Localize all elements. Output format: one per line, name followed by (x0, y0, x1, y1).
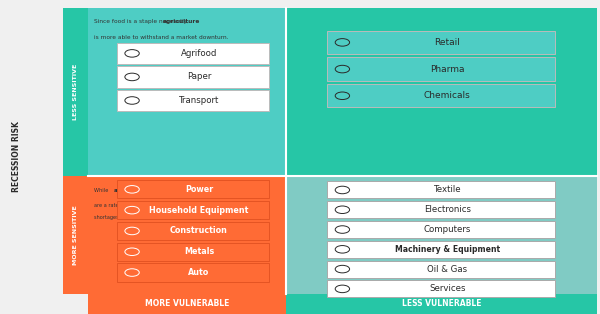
FancyBboxPatch shape (328, 84, 555, 107)
Bar (63, 176, 88, 294)
FancyBboxPatch shape (117, 66, 269, 88)
Text: are a rate-sensitive sector, materials and labor: are a rate-sensitive sector, materials a… (94, 203, 212, 208)
Text: Household Equipment: Household Equipment (149, 206, 248, 215)
Text: Transport: Transport (179, 96, 219, 105)
Text: RECESSION RISK: RECESSION RISK (12, 122, 22, 192)
FancyBboxPatch shape (117, 43, 269, 64)
FancyBboxPatch shape (328, 261, 555, 278)
Bar (63, 8, 88, 176)
FancyBboxPatch shape (328, 221, 555, 238)
Text: shortages have bolstered the sector as the industry plays catch-up.: shortages have bolstered the sector as t… (94, 215, 265, 220)
Text: Auto: Auto (188, 268, 209, 277)
FancyBboxPatch shape (117, 263, 269, 282)
Text: Services: Services (429, 284, 466, 293)
Bar (88, 8, 286, 176)
Text: MORE VULNERABLE: MORE VULNERABLE (145, 299, 229, 308)
Text: Electronics: Electronics (424, 205, 471, 214)
FancyBboxPatch shape (117, 222, 269, 240)
FancyBboxPatch shape (328, 280, 555, 297)
Text: While: While (94, 188, 110, 193)
Text: MORE SENSITIVE: MORE SENSITIVE (73, 205, 78, 265)
Bar (286, 176, 597, 294)
FancyBboxPatch shape (117, 90, 269, 111)
Bar (88, 294, 286, 314)
Bar (286, 8, 597, 176)
Text: Construction: Construction (170, 226, 228, 236)
FancyBboxPatch shape (328, 57, 555, 81)
Text: is more able to withstand a market downturn.: is more able to withstand a market downt… (94, 35, 229, 40)
Text: Since food is a staple necessity,: Since food is a staple necessity, (94, 19, 191, 24)
FancyBboxPatch shape (117, 180, 269, 198)
FancyBboxPatch shape (328, 181, 555, 198)
Text: LESS SENSITIVE: LESS SENSITIVE (73, 64, 78, 120)
FancyBboxPatch shape (117, 201, 269, 219)
FancyBboxPatch shape (328, 241, 555, 258)
FancyBboxPatch shape (328, 201, 555, 218)
Text: Paper: Paper (187, 73, 211, 81)
Text: Agrifood: Agrifood (181, 49, 217, 58)
Text: Retail: Retail (434, 38, 460, 47)
Bar (88, 176, 286, 294)
Text: Machinery & Equipment: Machinery & Equipment (395, 245, 500, 254)
Bar (286, 294, 597, 314)
Text: automotives: automotives (113, 188, 149, 193)
Text: agriculture: agriculture (163, 19, 200, 24)
Text: Chemicals: Chemicals (424, 91, 470, 100)
Text: Metals: Metals (184, 247, 214, 256)
Text: Oil & Gas: Oil & Gas (427, 265, 467, 273)
Text: Computers: Computers (424, 225, 471, 234)
FancyBboxPatch shape (117, 243, 269, 261)
Text: LESS VULNERABLE: LESS VULNERABLE (401, 299, 481, 308)
Text: Pharma: Pharma (430, 65, 464, 73)
FancyBboxPatch shape (328, 31, 555, 54)
Text: Textile: Textile (433, 186, 461, 194)
Text: Power: Power (185, 185, 213, 194)
